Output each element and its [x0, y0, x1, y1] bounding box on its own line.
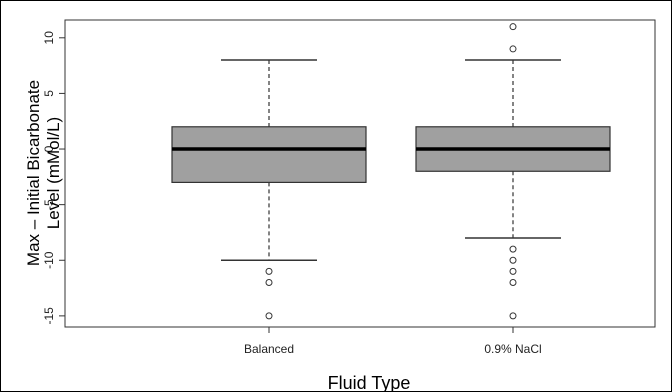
outlier-point — [509, 256, 517, 264]
x-tick-label: Balanced — [244, 342, 294, 356]
boxes — [171, 23, 611, 320]
iqr-box — [171, 126, 367, 183]
box-group — [171, 59, 367, 320]
x-tick-label: 0.9% NaCl — [484, 342, 541, 356]
x-axis: Balanced 0.9% NaCl — [244, 327, 542, 356]
outlier-point — [509, 45, 517, 53]
plot-area — [64, 19, 656, 328]
y-tick-label: -5 — [42, 199, 56, 210]
outlier-point — [265, 279, 273, 287]
y-axis: -15 -10 -5 0 5 10 — [42, 31, 65, 325]
y-tick-label: 10 — [42, 31, 56, 45]
y-tick-label: -10 — [42, 251, 56, 269]
y-tick-label: 5 — [42, 90, 56, 97]
y-tick-label: 0 — [42, 145, 56, 152]
x-axis-title: Fluid Type — [328, 373, 411, 391]
outlier-point — [509, 267, 517, 275]
box-group — [415, 23, 611, 320]
y-axis-title-line-2: Level (mMol/L) — [44, 117, 63, 229]
outlier-point — [509, 279, 517, 287]
outlier-point — [509, 245, 517, 253]
outlier-point — [265, 267, 273, 275]
outlier-point — [509, 23, 517, 31]
outlier-point — [509, 312, 517, 320]
y-axis-title-line-1: Max – Initial Bicarbonate — [24, 80, 43, 266]
y-tick-label: -15 — [42, 307, 56, 325]
outlier-point — [265, 312, 273, 320]
y-axis-title: Max – Initial Bicarbonate Level (mMol/L) — [24, 80, 63, 266]
